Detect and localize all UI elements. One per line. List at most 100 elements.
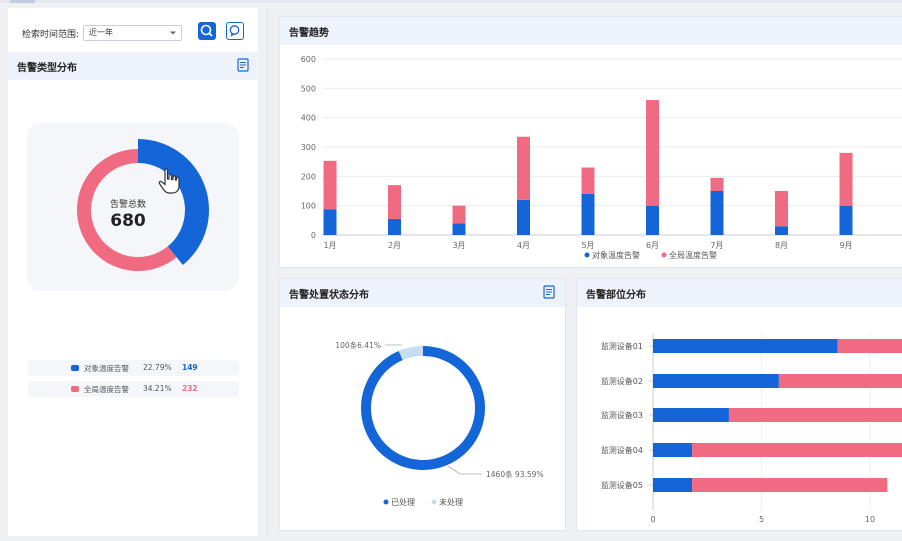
y-tick-label: 监测设备05 <box>601 480 643 490</box>
x-tick-label: 6月 <box>646 241 659 250</box>
x-tick-label: 1月 <box>323 241 336 250</box>
bar-segment-global <box>692 443 902 457</box>
slice-label: 100条6.41% <box>335 340 381 350</box>
alarm-type-header: 告警类型分布 <box>8 52 258 80</box>
y-tick-label: 100 <box>301 202 316 211</box>
x-tick-label: 4月 <box>517 241 530 250</box>
legend-dot <box>584 252 590 258</box>
legend-row[interactable]: 对象温度告警 22.79% 149 <box>28 360 239 376</box>
alarm-type-donut-chart <box>76 139 209 271</box>
y-tick-label: 600 <box>301 55 316 64</box>
legend-dot <box>431 499 437 505</box>
legend-label: 已处理 <box>391 497 415 507</box>
panel-divider <box>266 8 268 536</box>
donut-slice <box>361 346 485 470</box>
legend-label: 未处理 <box>439 497 463 507</box>
trend-title: 告警趋势 <box>289 27 329 39</box>
bar-segment-object <box>653 443 693 457</box>
trend-panel: 告警趋势 0 100 200 300 400 500 600 1月 2月 3月 4月 5月 6月 7月 8月… <box>279 16 902 268</box>
bar-segment-global <box>710 177 724 191</box>
bar-segment-object <box>646 205 659 235</box>
x-tick-label: 5 <box>759 515 764 524</box>
bar-segment-global <box>517 136 530 200</box>
bar-segment-global <box>839 152 853 206</box>
location-bar-chart: 05101520监测设备01监测设备02监测设备03监测设备04监测设备05 <box>601 334 902 524</box>
alarm-type-donut-card: 告警总数 680 <box>27 123 239 291</box>
alarm-type-title: 告警类型分布 <box>17 62 77 74</box>
legend-dot <box>383 499 389 505</box>
y-tick-label: 监测设备04 <box>601 445 643 455</box>
search-button[interactable] <box>198 22 216 40</box>
bar-segment-global <box>778 374 902 388</box>
bar-segment-object <box>839 205 853 235</box>
donut-slice <box>76 149 177 271</box>
bar-segment-global <box>692 478 888 492</box>
status-panel: 告警处置状态分布 100条6.41% 1460条 93.59% 已处理 未处理 <box>279 278 566 531</box>
bar-segment-global <box>646 100 659 206</box>
bar-segment-global <box>837 339 902 353</box>
search-icon <box>200 24 213 37</box>
bar-segment-global <box>452 205 466 224</box>
x-tick-label: 3月 <box>452 241 465 250</box>
bar-segment-object <box>653 374 779 388</box>
bar-segment-object <box>452 223 466 235</box>
x-tick-label: 5月 <box>581 241 594 250</box>
bar-segment-object <box>581 193 595 235</box>
time-range-select[interactable]: 近一年 <box>83 25 183 41</box>
bar-segment-object <box>653 478 693 492</box>
y-tick-label: 监测设备02 <box>601 376 643 386</box>
x-tick-label: 9月 <box>839 241 852 250</box>
bar-segment-global <box>388 185 401 219</box>
report-icon[interactable] <box>543 285 555 299</box>
bar-segment-global <box>775 191 788 227</box>
chevron-down-icon <box>170 31 177 35</box>
time-range-label: 检索时间范围: <box>22 29 80 40</box>
legend-count: 232 <box>182 384 198 393</box>
chat-icon <box>229 25 240 37</box>
x-tick-label: 0 <box>650 515 655 524</box>
y-tick-label: 0 <box>311 231 316 240</box>
active-tab-indicator <box>10 0 35 3</box>
legend-name: 全局温度告警 <box>84 385 129 394</box>
legend-dot <box>661 252 667 258</box>
y-tick-label: 300 <box>301 143 316 152</box>
location-panel: 告警部位分布 05101520监测设备01监测设备02监测设备03监测设备04监… <box>576 278 902 531</box>
y-tick-label: 200 <box>301 172 316 181</box>
legend-swatch <box>71 386 79 392</box>
donut-slice <box>138 139 209 266</box>
slice-label: 1460条 93.59% <box>486 469 544 479</box>
hand-cursor-icon <box>158 168 180 194</box>
chat-button[interactable] <box>226 22 244 40</box>
y-tick-label: 监测设备01 <box>601 341 643 351</box>
bar-segment-object <box>653 408 729 422</box>
legend-name: 对象温度告警 <box>84 364 129 373</box>
bar-segment-global <box>581 167 595 194</box>
legend-count: 149 <box>182 363 198 372</box>
y-tick-label: 监测设备03 <box>601 410 643 420</box>
top-tab-strip <box>0 0 902 3</box>
y-tick-label: 500 <box>301 84 316 93</box>
legend-label: 全局温度告警 <box>669 250 717 260</box>
y-tick-label: 400 <box>301 114 316 123</box>
bar-segment-global <box>728 408 902 422</box>
label-leader <box>447 465 482 475</box>
x-tick-label: 10 <box>865 515 875 524</box>
bar-segment-object <box>775 226 788 235</box>
location-title: 告警部位分布 <box>586 289 646 301</box>
report-icon[interactable] <box>237 58 249 72</box>
legend-label: 对象温度告警 <box>592 250 640 260</box>
time-range-filter: 检索时间范围: 近一年 <box>22 22 183 44</box>
legend-percent: 34.21% <box>143 384 172 393</box>
location-header: 告警部位分布 <box>577 279 902 307</box>
x-tick-label: 7月 <box>710 241 723 250</box>
bar-segment-object <box>323 209 337 235</box>
trend-header: 告警趋势 <box>280 17 902 45</box>
bar-segment-object <box>653 339 838 353</box>
legend-row[interactable]: 全局温度告警 34.21% 232 <box>28 381 239 397</box>
x-tick-label: 8月 <box>775 241 788 250</box>
status-title: 告警处置状态分布 <box>289 289 369 301</box>
status-header: 告警处置状态分布 <box>280 279 565 307</box>
bar-segment-object <box>517 199 530 235</box>
bar-segment-global <box>323 160 337 210</box>
bar-segment-object <box>388 218 401 235</box>
